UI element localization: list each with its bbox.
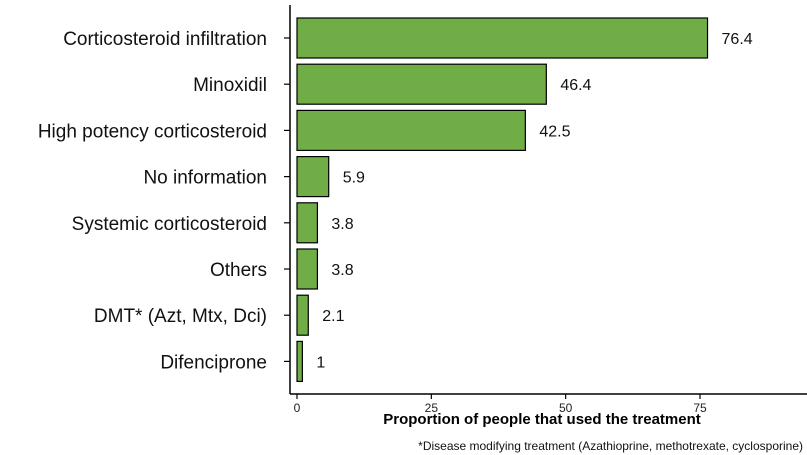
category-label-systemic-corticosteroid: Systemic corticosteroid: [72, 214, 267, 235]
bar-high-potency-corticosteroid: [296, 109, 526, 152]
x-tick-label-25: 25: [425, 401, 439, 415]
bars-group: [296, 17, 709, 382]
category-labels-group: Corticosteroid infiltration Minoxidil High…: [38, 29, 267, 373]
value-label-minoxidil: 46.4: [560, 77, 591, 94]
bar-dmt-azt-mtx-dci: [296, 294, 309, 336]
value-label-no-information: 5.9: [343, 170, 365, 187]
y-ticks-group: [284, 37, 290, 362]
footnote: *Disease modifying treatment (Azathiopri…: [418, 439, 803, 453]
category-label-dmt-azt-mtx-dci: DMT* (Azt, Mtx, Dci): [94, 306, 267, 327]
category-label-difenciprone: Difenciprone: [160, 352, 267, 373]
bar-others: [296, 248, 319, 290]
category-label-no-information: No information: [143, 168, 267, 189]
x-ticks-group: 0 25 50 75: [294, 394, 707, 415]
category-label-others: Others: [210, 260, 267, 281]
x-tick-label-50: 50: [559, 401, 573, 415]
bar-corticosteroid-infiltration: [296, 17, 709, 59]
bar-systemic-corticosteroid: [296, 202, 319, 244]
x-tick-label-0: 0: [294, 401, 301, 415]
value-label-difenciprone: 1: [316, 354, 325, 371]
category-label-corticosteroid-infiltration: Corticosteroid infiltration: [63, 29, 267, 50]
value-label-corticosteroid-infiltration: 76.4: [722, 31, 753, 48]
value-label-systemic-corticosteroid: 3.8: [331, 216, 353, 233]
value-label-dmt-azt-mtx-dci: 2.1: [322, 308, 344, 325]
value-label-high-potency-corticosteroid: 42.5: [539, 123, 570, 140]
value-labels-group: 76.4 46.4 42.5 5.9 3.8 3.8 2.1 1: [316, 31, 752, 371]
bar-minoxidil: [296, 63, 547, 105]
category-label-minoxidil: Minoxidil: [193, 75, 267, 96]
bar-difenciprone: [296, 340, 303, 382]
x-axis-title: Proportion of people that used the treat…: [383, 411, 701, 428]
value-label-others: 3.8: [331, 262, 353, 279]
category-label-high-potency-corticosteroid: High potency corticosteroid: [38, 121, 267, 142]
bar-no-information: [296, 156, 330, 198]
x-tick-label-75: 75: [693, 401, 707, 415]
